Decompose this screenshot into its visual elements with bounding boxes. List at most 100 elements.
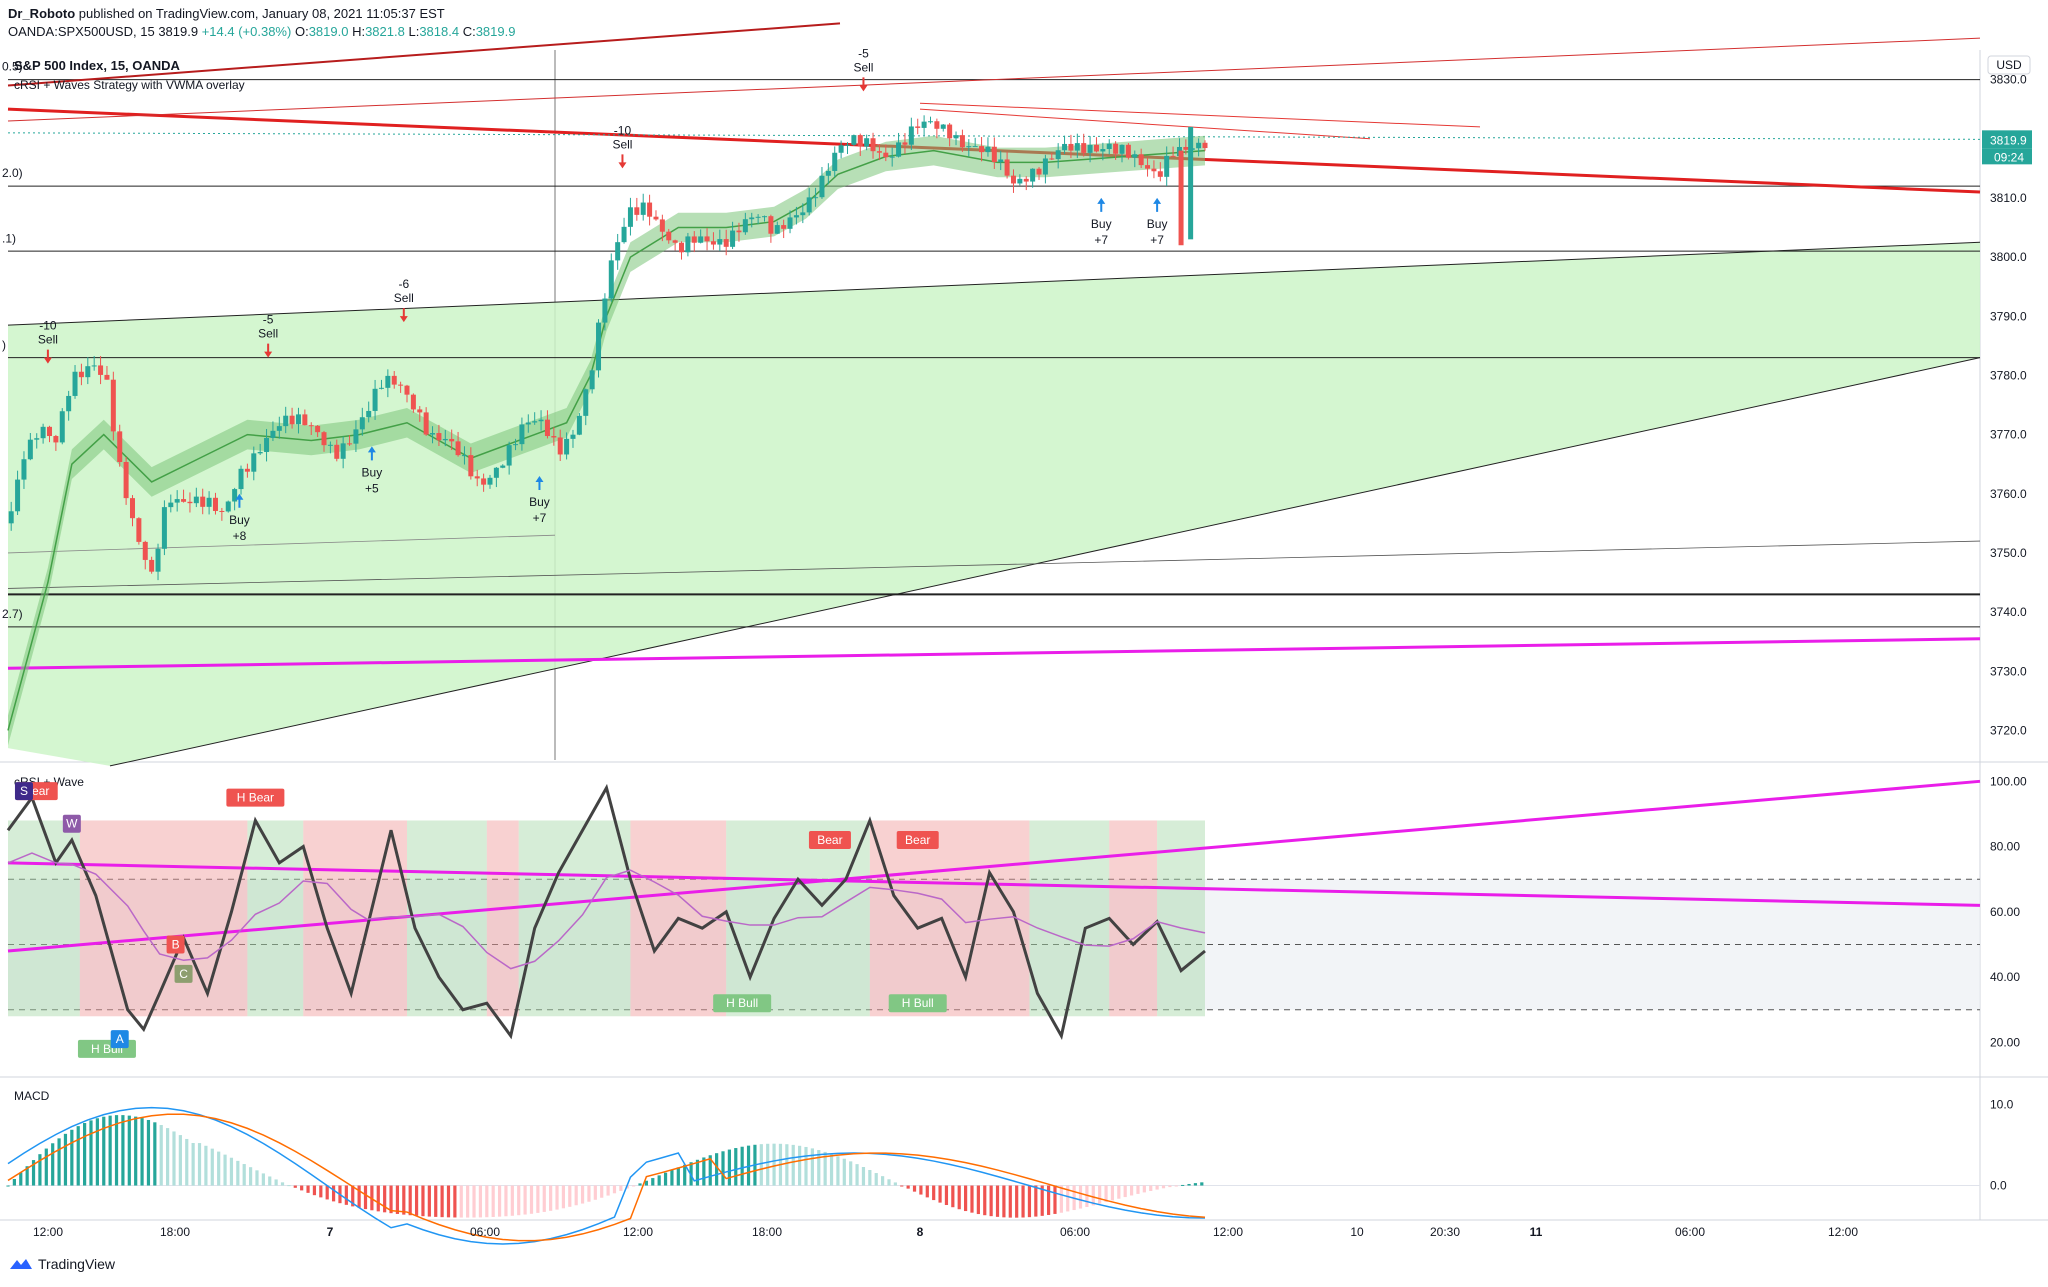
candle-body [98,365,104,375]
high-value: 3821.8 [365,24,405,39]
candle-body [972,146,978,148]
macd-bar [1142,1185,1146,1193]
candle-body [1145,165,1151,169]
macd-bar [734,1148,738,1186]
candle-body [525,422,531,425]
signal-badge-label: C [179,967,188,981]
chart-subtitle: cRSI + Waves Strategy with VWMA overlay [14,78,245,92]
fib-label: 2.7) [2,607,23,621]
macd-bar [893,1182,897,1186]
time-tick: 06:00 [470,1225,500,1239]
price-tick: 3720.0 [1990,723,2027,737]
candle-body [844,144,850,146]
macd-bar [612,1185,617,1194]
tradingview-logo[interactable]: TradingView [10,1256,115,1272]
candle-body [1164,155,1170,177]
macd-bar [1123,1185,1127,1198]
macd-bar [466,1185,470,1218]
candle-body [487,477,493,485]
candle-body [883,152,889,158]
macd-bar [855,1164,859,1186]
candle-body [340,443,346,459]
macd-bar [146,1119,151,1186]
candle-body [436,433,442,441]
candle-body [679,242,685,253]
candle-body [321,432,327,446]
wave-midline [7,149,1206,731]
macd-bar [529,1185,534,1214]
macd-bar [95,1118,99,1186]
crsi-line [6,783,1206,1040]
signal-badge [166,935,185,954]
signal-badge-label: H Bear [237,791,274,805]
buy-arrow-icon [1097,197,1106,212]
macd-bar [657,1175,661,1186]
crsi-ma-line [7,852,1206,970]
macd-bar [223,1154,227,1186]
macd-bar [663,1172,668,1186]
rsi-tick: 60.00 [1990,905,2020,919]
macd-bar [702,1157,706,1186]
macd-bar [574,1185,578,1206]
candle-body [27,439,33,460]
candle-body [327,444,333,446]
green-channel [8,242,1980,766]
candle-body [742,219,748,233]
signal-line [7,1113,1206,1242]
ohlc-line: OANDA:SPX500USD, 15 3819.9 +14.4 (+0.38%… [8,24,515,39]
candle-body [85,366,91,378]
candle-body [959,135,965,148]
candle-body [8,511,14,524]
macd-bar [549,1185,553,1211]
candle-body [666,231,672,241]
macd-bar [670,1169,674,1186]
candle-body [187,501,193,504]
macd-bar [459,1185,463,1218]
macd-bar [178,1135,182,1186]
macd-bar [185,1138,189,1186]
candle-body [353,429,359,444]
macd-bar [523,1185,527,1215]
candle-body [991,146,997,163]
candle-body [15,479,21,512]
rsi-tick: 100.00 [1990,774,2027,788]
candle-body [787,217,793,229]
rsi-zone [247,820,304,1017]
candle-body [110,379,116,432]
macd-bar [255,1170,259,1186]
macd-bar [932,1185,936,1201]
candle-body [1170,155,1176,157]
macd-bar [261,1173,265,1186]
candle-body [257,451,263,454]
candle-body [1068,143,1074,151]
candle-body [442,438,448,441]
candle-body [985,146,991,153]
macd-bar [1117,1185,1121,1199]
macd-bar [619,1185,623,1191]
macd-bar [593,1185,597,1200]
candle-body [225,501,231,512]
candle-body [1119,144,1125,154]
candle-body [21,459,27,480]
signal-value: -5 [858,46,869,60]
short-trend-line [7,534,556,554]
candle-body [832,152,838,171]
candle-body [685,236,691,253]
macd-bar [1085,1185,1089,1207]
candle-body [551,436,557,438]
macd-bar [849,1161,853,1186]
candle-body [583,389,589,416]
change: +14.4 (+0.38%) [201,24,292,39]
candle-body [1062,143,1068,151]
macd-bar [274,1179,278,1186]
sell-label: Sell [612,137,632,151]
candle-body [1055,150,1061,160]
macd-bar [555,1185,559,1210]
channel-bottom-line [109,357,1981,767]
candle-body [825,170,831,176]
macd-bar [153,1122,157,1186]
macd-bar [31,1160,36,1186]
macd-bar [236,1160,240,1186]
time-tick: 10 [1350,1225,1364,1239]
